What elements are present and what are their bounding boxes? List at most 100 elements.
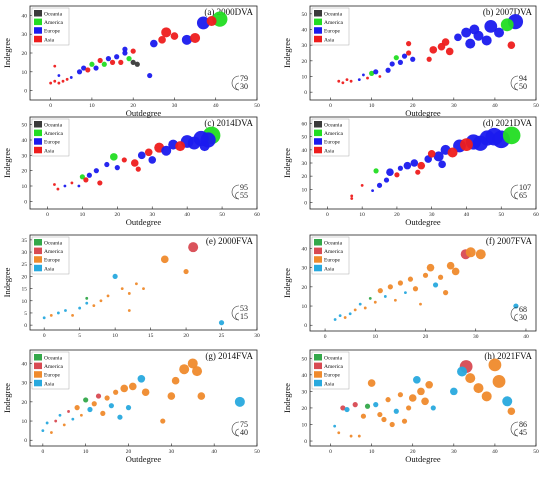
legend-label: Asia [44,148,55,154]
legend-swatch [314,129,322,137]
legend-label: Oceania [44,356,63,362]
data-point [137,151,146,160]
data-point [364,403,371,409]
data-point [425,380,433,389]
data-point [426,56,432,62]
x-tick-label: 10 [89,103,95,109]
data-point [426,263,435,272]
x-tick-label: 0 [49,103,52,109]
y-tick-label: 30 [302,161,308,167]
y-tick-label: 40 [22,361,28,367]
data-point [465,247,476,258]
data-point [461,27,472,38]
data-point [181,34,192,45]
x-axis-title: Outdegree [405,108,441,118]
data-point [53,79,57,83]
legend-swatch [34,146,42,154]
y-tick-label: 0 [304,200,307,206]
x-tick-label: 30 [172,103,178,109]
x-tick-label: 40 [464,212,470,218]
x-tick-label: 0 [46,212,49,218]
scatter-panel: 0 10 20 30 40 50 60 0 10 20 30 40 50 60 Outdegree Indeg… [282,116,539,227]
x-tick-label: 0 [41,449,44,455]
x-tick-label: 40 [492,449,498,455]
legend-swatch [314,18,322,26]
data-point [110,153,118,161]
data-point [432,282,439,288]
legend-label: America [44,20,63,26]
data-point [393,408,399,414]
data-point [502,396,513,407]
legend-swatch [314,239,322,246]
data-point [85,301,89,305]
data-point [104,161,110,168]
data-point [192,366,203,377]
data-point [78,306,82,310]
y-tick-label: 10 [302,304,308,310]
x-axis-title: Outdegree [126,108,162,118]
data-point [465,38,476,49]
data-point [348,312,352,316]
data-point [74,405,80,411]
x-axis-title: Outdegree [126,217,162,227]
panel-title: (a) 2000DVA [204,7,253,17]
data-point [120,384,129,393]
data-point [445,47,454,56]
legend-swatch [314,256,322,263]
data-point [371,189,374,193]
legend-swatch [34,35,42,43]
y-tick-label: 20 [302,406,308,412]
data-point [135,282,138,286]
data-point [410,56,416,62]
data-point [85,67,91,73]
size-scale-arc-small [235,428,240,437]
plot-frame [29,349,258,447]
y-tick-label: 10 [22,184,28,190]
data-point [83,397,89,403]
size-scale-max: 79 [240,74,248,83]
data-point [350,197,354,200]
data-point [473,30,484,41]
data-point [150,39,158,48]
data-point [117,414,123,420]
data-point [360,183,364,187]
y-tick-label: 0 [24,438,27,444]
data-point [167,392,176,400]
data-point [438,160,446,169]
data-point [358,302,362,306]
x-tick-label: 10 [112,333,118,339]
x-tick-label: 40 [492,103,498,109]
data-point [70,181,74,185]
data-point [345,78,349,82]
data-point [106,294,110,298]
data-point [120,287,124,290]
y-tick-label: 35 [22,238,28,244]
data-point [71,417,75,421]
x-tick-label: 0 [324,334,327,340]
y-axis-title: Indegree [282,268,292,298]
data-point [188,242,199,253]
x-tick-label: 50 [254,449,260,455]
panel-title: (g) 2014FVA [205,351,253,361]
size-scale-arc-small [235,191,240,200]
y-tick-label: 20 [302,285,308,291]
y-tick-label: 40 [302,148,308,154]
data-point [104,395,110,401]
size-scale-min: 30 [519,313,527,322]
data-point [79,174,85,180]
legend-label: Asia [324,148,335,154]
x-tick-label: 30 [149,212,155,218]
data-point [389,61,395,67]
data-point [441,38,450,46]
data-point [122,46,128,52]
x-tick-label: 40 [184,212,190,218]
data-point [218,320,225,326]
legend-swatch [34,121,42,128]
size-scale-max: 107 [519,183,531,192]
data-point [373,69,379,75]
data-point [58,413,62,417]
data-point [397,165,403,171]
y-tick-label: 10 [302,187,308,193]
legend: Oceania America Europe Asia [311,118,350,157]
